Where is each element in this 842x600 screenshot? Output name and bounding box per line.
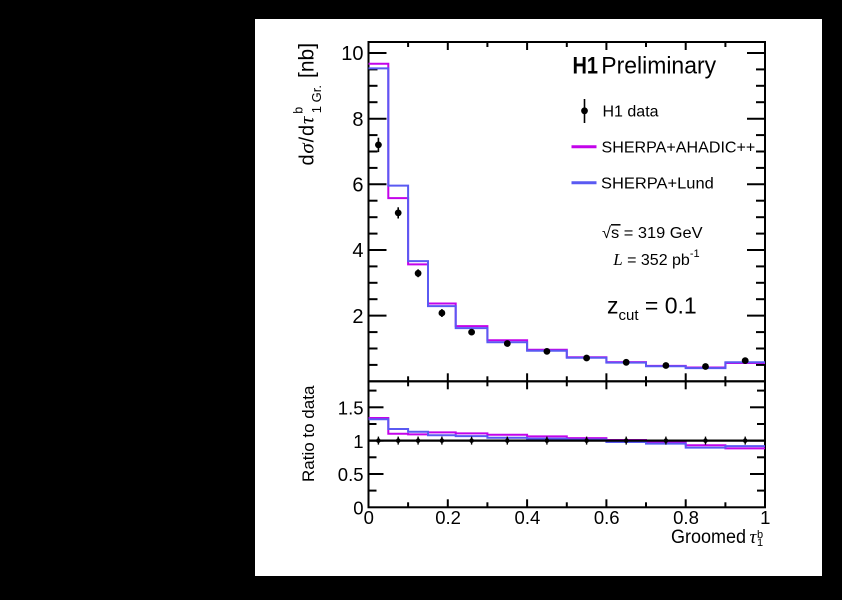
svg-text:1: 1 xyxy=(353,431,363,452)
svg-text:0.8: 0.8 xyxy=(673,507,699,528)
svg-text:H1 data: H1 data xyxy=(603,104,659,121)
svg-text:1 Gr.: 1 Gr. xyxy=(309,85,324,113)
svg-text:[nb]: [nb] xyxy=(296,43,319,78)
svg-text:4: 4 xyxy=(352,240,363,262)
svg-text:SHERPA+Lund: SHERPA+Lund xyxy=(601,176,714,193)
svg-text:Groomed: Groomed xyxy=(671,527,746,548)
svg-text:0: 0 xyxy=(353,498,363,519)
svg-text:√s = 319 GeV: √s = 319 GeV xyxy=(602,225,703,242)
svg-text:1: 1 xyxy=(757,537,763,549)
svg-text:SHERPA+AHADIC++: SHERPA+AHADIC++ xyxy=(602,140,756,157)
svg-text:τ: τ xyxy=(750,527,758,548)
svg-text:0.6: 0.6 xyxy=(594,507,620,528)
svg-text:b: b xyxy=(292,107,306,114)
svg-text:0: 0 xyxy=(364,507,374,528)
svg-text:0.5: 0.5 xyxy=(338,464,364,485)
svg-text:2: 2 xyxy=(352,306,363,328)
svg-text:0.2: 0.2 xyxy=(435,507,461,528)
svg-text:10: 10 xyxy=(341,43,363,65)
svg-text:8: 8 xyxy=(352,109,363,131)
svg-text:b: b xyxy=(757,529,763,541)
svg-text:1: 1 xyxy=(760,507,770,528)
svg-text:Ratio to data: Ratio to data xyxy=(299,385,318,482)
svg-text:Preliminary: Preliminary xyxy=(601,53,716,80)
svg-text:1.5: 1.5 xyxy=(338,398,364,419)
svg-text:6: 6 xyxy=(352,175,363,197)
svg-text:H1: H1 xyxy=(573,53,599,80)
svg-text:dσ/dτ: dσ/dτ xyxy=(295,115,319,165)
svg-text:L = 352 pb-1: L = 352 pb-1 xyxy=(612,248,699,269)
svg-text:0.4: 0.4 xyxy=(515,507,541,528)
